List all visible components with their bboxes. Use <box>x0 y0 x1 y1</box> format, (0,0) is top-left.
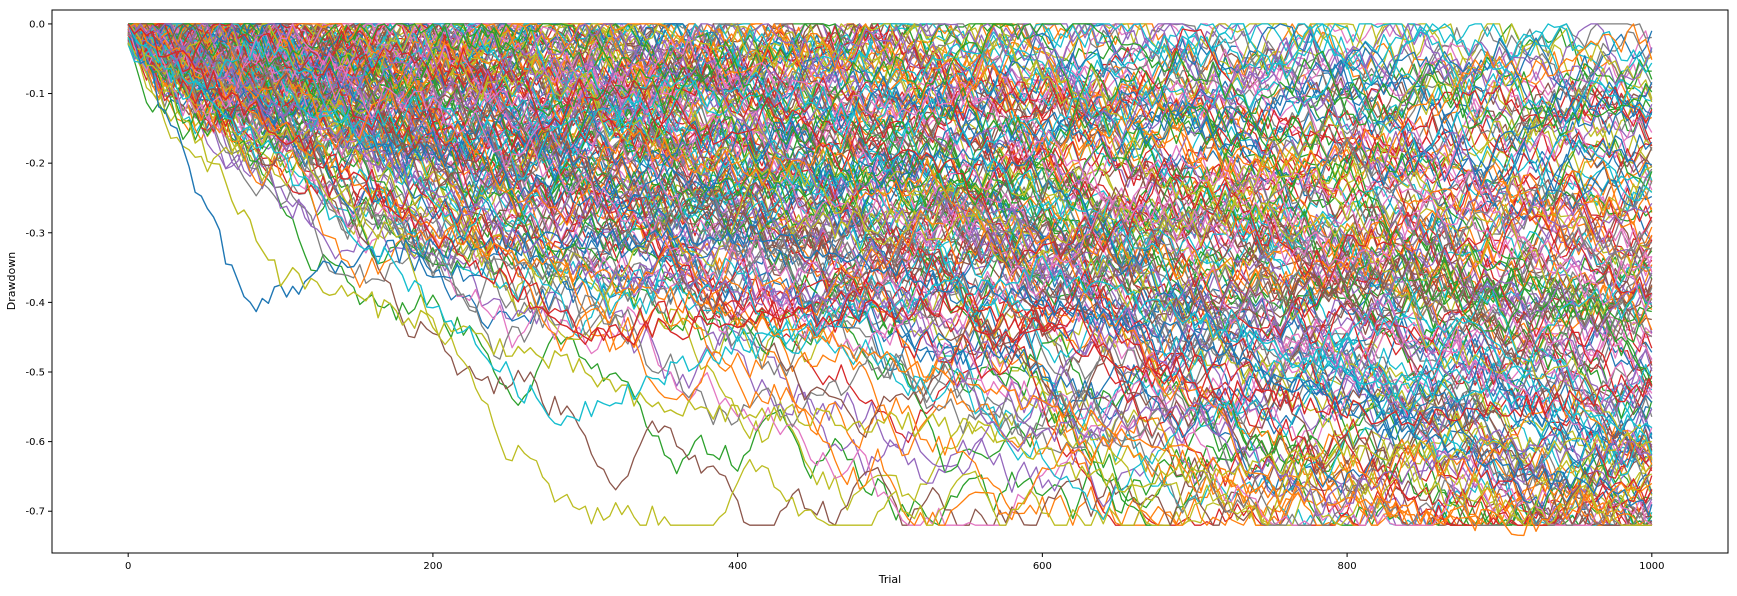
drawdown-series-line <box>127 23 1653 243</box>
y-tick-label: -0.6 <box>25 437 45 448</box>
drawdown-series-line <box>127 23 1653 333</box>
drawdown-series-line <box>128 23 1653 360</box>
drawdown-series-line <box>127 23 1653 526</box>
drawdown-series-line <box>127 37 1652 526</box>
drawdown-series-line <box>127 23 1652 493</box>
y-tick-label: 0.0 <box>29 19 45 30</box>
x-tick-label: 400 <box>728 561 747 572</box>
x-tick-label: 600 <box>1033 561 1052 572</box>
drawdown-series-line <box>127 36 1653 521</box>
drawdown-series-line <box>127 23 1653 241</box>
drawdown-series-line <box>127 23 1653 338</box>
drawdown-series-line <box>127 23 1653 517</box>
y-axis-ticks: 0.0 -0.1 -0.2 -0.3 -0.4 -0.5 -0.6 -0.7 <box>25 19 52 518</box>
x-tick-label: 1000 <box>1639 561 1664 572</box>
drawdown-series-line <box>127 44 1653 526</box>
drawdown-series-line <box>127 23 1652 526</box>
drawdown-series-line <box>127 23 1653 427</box>
drawdown-series-line <box>127 23 1653 437</box>
drawdown-series-line <box>127 23 1653 537</box>
drawdown-series-line <box>127 23 1653 421</box>
y-tick-label: -0.4 <box>25 298 45 309</box>
drawdown-series-line <box>127 23 1653 204</box>
drawdown-series-line <box>127 23 1653 298</box>
drawdown-series-line <box>127 23 1652 374</box>
drawdown-series-line <box>127 37 1653 493</box>
drawdown-series-line <box>128 23 1652 315</box>
x-tick-label: 200 <box>423 561 442 572</box>
drawdown-series-line <box>128 23 1653 224</box>
x-tick-label: 0 <box>125 561 131 572</box>
drawdown-series-line <box>128 23 1653 207</box>
drawdown-series-line <box>128 23 1652 244</box>
drawdown-series-line <box>127 23 1652 300</box>
drawdown-series-line <box>127 23 1653 460</box>
drawdown-series-line <box>128 23 1653 201</box>
drawdown-series-line <box>127 23 1653 353</box>
x-tick-label: 800 <box>1338 561 1357 572</box>
drawdown-series-line <box>127 23 1653 433</box>
x-axis-ticks: 0 200 400 600 800 1000 <box>125 553 1665 572</box>
drawdown-series-line <box>128 23 1653 343</box>
drawdown-series-line <box>127 23 1653 520</box>
drawdown-series-line <box>127 23 1653 202</box>
drawdown-series-line <box>128 23 1653 459</box>
drawdown-series-line <box>127 38 1653 444</box>
drawdown-series-line <box>128 23 1653 526</box>
y-tick-label: -0.3 <box>25 228 45 239</box>
y-tick-label: -0.7 <box>25 507 45 518</box>
drawdown-series-line <box>127 23 1653 423</box>
y-tick-label: -0.5 <box>25 368 45 379</box>
drawdown-series-line <box>127 23 1653 504</box>
drawdown-series-line <box>128 23 1653 526</box>
x-axis-label: Trial <box>878 573 901 586</box>
drawdown-series-line <box>128 23 1653 453</box>
drawdown-series-line <box>127 23 1652 125</box>
drawdown-series-line <box>128 23 1653 476</box>
y-tick-label: -0.1 <box>25 89 45 100</box>
drawdown-series-line <box>128 23 1653 443</box>
drawdown-series-line <box>128 23 1652 526</box>
y-axis-label: Drawdown <box>5 252 18 310</box>
series-lines <box>127 23 1653 537</box>
drawdown-series-line <box>127 23 1653 491</box>
plot-frame <box>51 9 1729 554</box>
y-tick-label: -0.2 <box>25 159 45 170</box>
